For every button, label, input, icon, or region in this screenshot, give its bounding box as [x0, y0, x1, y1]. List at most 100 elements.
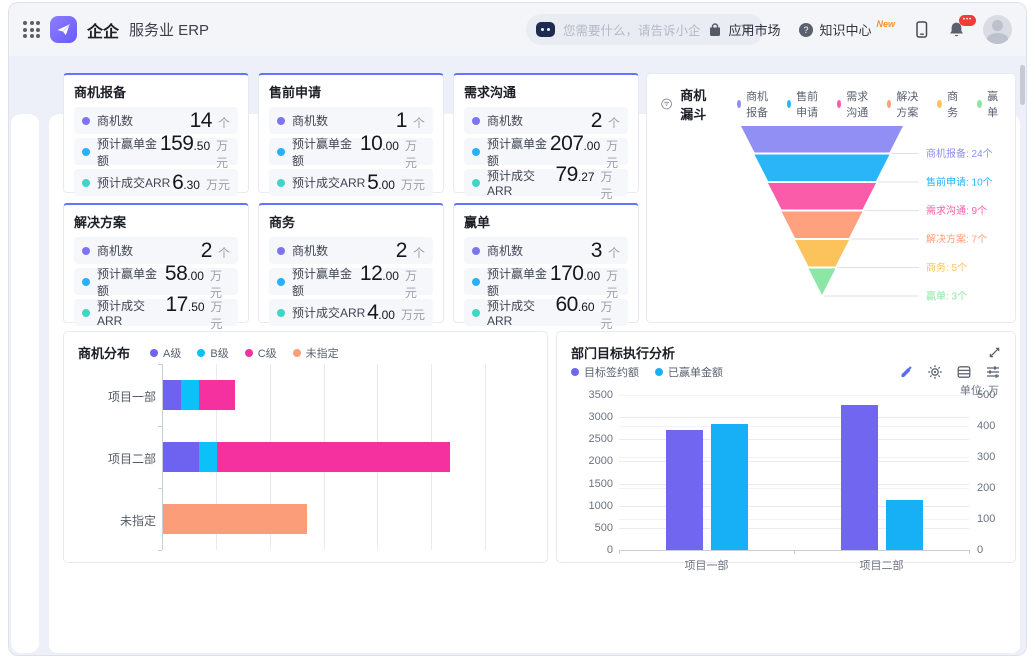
avatar[interactable] — [983, 15, 1012, 44]
app-logo[interactable] — [50, 16, 77, 43]
legend-label: 售前申请 — [796, 91, 819, 119]
stat-metric-row: 预计成交ARR 5.00 万元 — [269, 169, 433, 196]
metric-value-int: 12 — [359, 262, 383, 285]
legend-item-0[interactable]: 目标签约额 — [571, 364, 639, 380]
bar-segment-B级-0[interactable] — [180, 380, 199, 410]
metric-label: 商机数 — [97, 114, 134, 128]
legend-item-1[interactable]: B级 — [197, 345, 229, 361]
stat-metric-row: 预计赢单金额 159.50 万元 — [74, 132, 238, 170]
metric-value: 12.00 万元 — [360, 262, 425, 301]
legend-dot — [736, 100, 742, 108]
legend-label: 需求沟通 — [846, 91, 869, 119]
metric-dot — [472, 178, 480, 187]
metric-dot — [472, 277, 480, 286]
legend-dot — [786, 100, 792, 108]
metric-label: 预计赢单金额 — [487, 136, 548, 168]
metric-label: 预计成交ARR — [487, 299, 536, 328]
stat-metric-row: 商机数 2 个 — [464, 107, 628, 134]
legend-dot — [836, 100, 842, 108]
funnel-title: 商机漏斗 — [680, 88, 707, 122]
metric-value: 5.00 万元 — [367, 171, 425, 195]
legend-item-1[interactable]: 已赢单金额 — [655, 364, 723, 380]
legend-dot — [244, 348, 253, 357]
funnel-segment-1[interactable] — [754, 154, 890, 182]
bar-segment-未指定-2[interactable] — [163, 504, 307, 534]
metric-label: 商机数 — [487, 114, 524, 128]
assistant-robot-icon — [536, 22, 555, 37]
metric-value: 14 个 — [190, 109, 230, 133]
metric-dot — [82, 147, 90, 156]
grid-line-left — [619, 483, 969, 485]
legend-dot — [571, 368, 579, 376]
funnel-segment-0[interactable] — [741, 126, 903, 153]
right-axis-label: 0 — [977, 544, 984, 556]
nav-app-market[interactable]: 应用市场 — [707, 20, 780, 39]
legend-label: C级 — [257, 347, 277, 360]
bar-segment-B级-1[interactable] — [198, 442, 217, 472]
expand-icon[interactable] — [988, 346, 1001, 359]
notifications-bell[interactable]: ••• — [948, 14, 976, 39]
filter-icon[interactable] — [739, 22, 754, 37]
stat-card-5: 赢单 商机数 3 个预计赢单金额 170.00 万元 预计成交ARR 60.60 万元 — [453, 203, 639, 331]
metric-label: 预计赢单金额 — [487, 266, 548, 298]
table-icon[interactable] — [956, 364, 972, 380]
metric-value-int: 2 — [200, 238, 213, 262]
metric-value-dec: .30 — [183, 177, 200, 192]
metric-value-int: 1 — [395, 108, 408, 132]
vertical-scrollbar[interactable] — [1020, 65, 1025, 105]
legend-item-1[interactable]: 售前申请 — [786, 88, 821, 120]
bar-segment-C级-1[interactable] — [216, 442, 451, 472]
legend-item-3[interactable]: 未指定 — [292, 345, 339, 361]
legend-item-0[interactable]: 商机报备 — [736, 88, 771, 120]
funnel-segment-2[interactable] — [768, 183, 876, 210]
metric-value: 58.00 万元 — [165, 262, 230, 301]
metric-value-int: 2 — [395, 238, 408, 262]
bar-segment-A级-0[interactable] — [163, 380, 181, 410]
metric-unit: 万元 — [600, 300, 613, 331]
metric-value: 60.60 万元 — [556, 293, 621, 332]
funnel-segment-5[interactable] — [808, 268, 836, 296]
legend-label: 赢单 — [987, 91, 999, 119]
legend-item-0[interactable]: A级 — [150, 345, 181, 361]
bar-目标签约额-1[interactable] — [840, 405, 878, 550]
funnel-segment-4[interactable] — [795, 240, 849, 267]
metric-dot — [472, 147, 480, 156]
stat-card-2: 需求沟通 商机数 2 个预计赢单金额 207.00 万元 预计成交ARR 79.27 万元 — [453, 73, 639, 201]
legend-item-5[interactable]: 赢单 — [977, 88, 1001, 120]
grid-line-left — [619, 505, 969, 507]
metric-label: 预计赢单金额 — [292, 266, 353, 298]
nav-knowledge-center[interactable]: ? 知识中心 New — [798, 19, 895, 39]
gear-icon[interactable] — [927, 364, 943, 380]
metric-value-int: 60 — [555, 293, 579, 316]
metric-label: 商机数 — [97, 244, 134, 258]
metric-value-dec: .00 — [583, 139, 601, 153]
funnel-segment-3[interactable] — [781, 211, 863, 239]
collapsed-sidebar[interactable] — [11, 114, 39, 653]
legend-item-2[interactable]: C级 — [244, 345, 277, 361]
bar-segment-C级-0[interactable] — [198, 380, 235, 410]
bar-已赢单金额-0[interactable] — [710, 424, 748, 550]
search-box[interactable]: 您需要什么，请告诉小企 — [526, 14, 764, 45]
metric-value-dec: .00 — [382, 139, 399, 153]
left-axis-label: 2000 — [588, 455, 613, 468]
metric-dot — [472, 116, 480, 125]
bar-segment-A级-1[interactable] — [163, 442, 199, 472]
bar-已赢单金额-1[interactable] — [885, 500, 923, 550]
metric-value: 10.00 万元 — [360, 132, 425, 171]
distribution-panel: 商机分布 A级 B级 C级 未指定 项目一部 项目二部 未指定 — [63, 331, 548, 563]
app-grid-icon[interactable] — [23, 21, 40, 38]
metric-label: 预计成交ARR — [97, 299, 146, 328]
bar-目标签约额-0[interactable] — [665, 430, 703, 550]
legend-item-2[interactable]: 需求沟通 — [836, 88, 871, 120]
legend-item-3[interactable]: 解决方案 — [886, 88, 921, 120]
sliders-icon[interactable] — [985, 364, 1001, 380]
metric-label: 商机数 — [292, 244, 329, 258]
brush-icon[interactable] — [898, 364, 914, 380]
axis-tick — [158, 488, 162, 489]
stat-metric-row: 商机数 2 个 — [74, 237, 238, 264]
metric-dot — [472, 246, 480, 255]
metric-value-int: 17 — [165, 293, 189, 316]
legend-item-4[interactable]: 商务 — [937, 88, 961, 120]
grid-line-left — [619, 417, 969, 419]
mobile-app-icon[interactable] — [913, 20, 930, 39]
